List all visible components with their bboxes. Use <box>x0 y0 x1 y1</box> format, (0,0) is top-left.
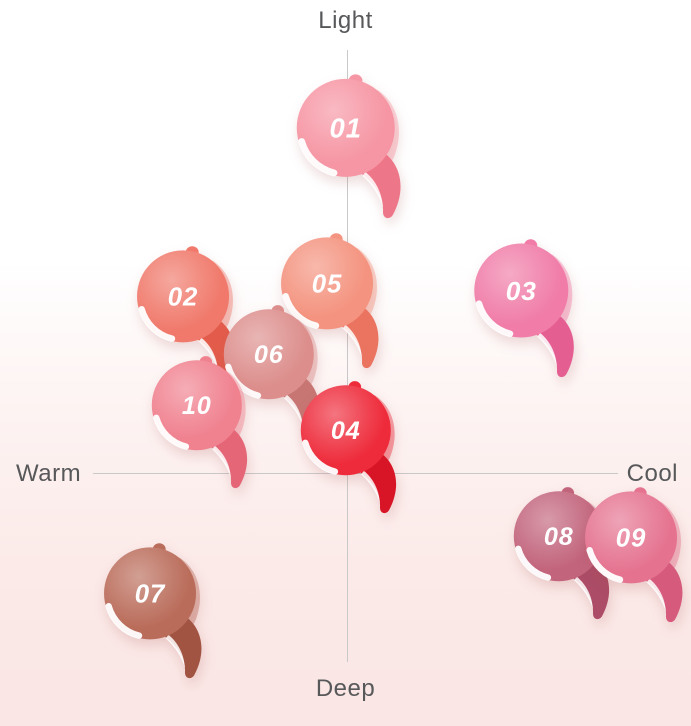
swatch-01[interactable]: 01 <box>285 71 412 228</box>
swatch-number: 10 <box>182 392 212 420</box>
crescent-highlight <box>225 363 262 399</box>
swatch-06[interactable]: 06 <box>213 302 330 446</box>
swatch-number: 05 <box>312 270 342 298</box>
crescent-highlight <box>282 292 320 329</box>
drip-tail <box>644 561 683 622</box>
axis-label-cool: Cool <box>626 460 678 487</box>
tail-highlight <box>284 394 304 427</box>
swatch-02[interactable]: 02 <box>126 243 246 390</box>
swatch-number: 06 <box>254 341 284 369</box>
swatch-shine <box>280 236 373 329</box>
swatch-shine <box>136 249 229 342</box>
tail-highlight <box>342 324 362 358</box>
swatch-number: 02 <box>168 283 198 311</box>
axis-label-warm: Warm <box>16 460 82 487</box>
swatch-03[interactable]: 03 <box>463 236 585 386</box>
tail-highlight <box>574 576 594 609</box>
swatch-number: 09 <box>616 524 646 552</box>
swatch-09[interactable]: 09 <box>574 484 691 631</box>
swatch-shine <box>103 546 196 639</box>
crescent-highlight <box>515 545 552 581</box>
crescent-highlight <box>153 414 190 450</box>
drip-tail <box>535 316 574 378</box>
swatch-shine <box>223 308 314 399</box>
swatch-number: 03 <box>505 276 536 306</box>
drip-tail <box>572 560 610 619</box>
swatch-10[interactable]: 10 <box>141 353 258 497</box>
tail-highlight <box>362 172 384 208</box>
tail-highlight <box>198 337 218 371</box>
crescent-highlight <box>475 300 514 338</box>
swatch-number: 01 <box>330 113 362 144</box>
crescent-highlight <box>298 138 338 177</box>
crescent-highlight <box>586 546 624 583</box>
tail-highlight <box>212 445 232 478</box>
tail-highlight <box>165 634 185 668</box>
swatch-07[interactable]: 07 <box>93 540 213 687</box>
drip-tail <box>210 429 248 488</box>
drip-tail <box>163 617 202 678</box>
crescent-highlight <box>138 305 176 342</box>
swatch-04[interactable]: 04 <box>290 378 407 522</box>
tail-highlight <box>536 333 557 368</box>
drip-tail <box>360 154 401 219</box>
swatch-shine <box>513 490 604 581</box>
drip-tail <box>196 320 235 381</box>
axis-vertical-line <box>347 50 348 662</box>
swatch-05[interactable]: 05 <box>270 230 390 377</box>
axis-label-light: Light <box>318 7 373 34</box>
drip-tail <box>340 307 379 368</box>
crescent-highlight <box>302 439 339 475</box>
swatch-shine <box>300 384 391 475</box>
drip-tail <box>359 454 397 513</box>
tail-highlight <box>646 578 666 612</box>
swatch-shine <box>151 359 242 450</box>
swatch-number: 08 <box>544 523 574 551</box>
swatch-number: 04 <box>331 417 361 445</box>
axis-label-deep: Deep <box>315 675 376 702</box>
swatch-shine <box>584 490 677 583</box>
crescent-highlight <box>105 602 143 639</box>
swatch-number: 07 <box>135 580 166 608</box>
swatch-shine <box>296 78 395 177</box>
swatch-shine <box>473 243 568 338</box>
tail-highlight <box>361 470 381 503</box>
